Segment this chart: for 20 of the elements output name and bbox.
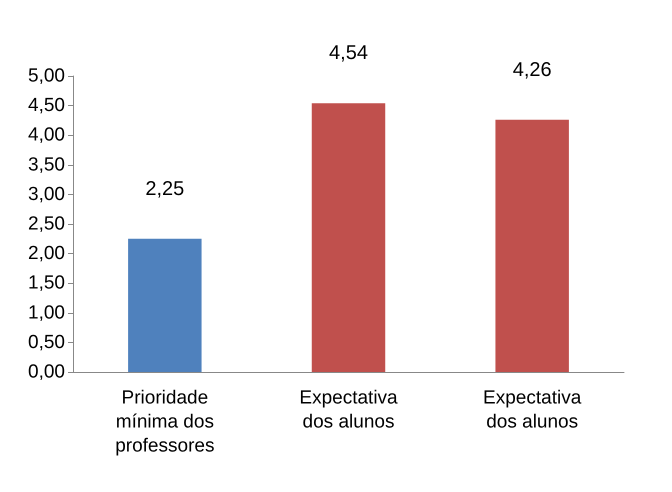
bar — [495, 120, 569, 372]
x-tick-label: Prioridade mínima dos professores — [115, 388, 214, 456]
data-label: 4,54 — [329, 42, 368, 64]
y-tick-label: 5,00 — [28, 66, 65, 86]
y-tick-label: 1,50 — [28, 272, 65, 294]
data-label: 4,26 — [512, 58, 552, 81]
y-tick-label: 0,00 — [28, 362, 65, 382]
y-tick-label: 2,50 — [28, 214, 65, 234]
y-tick-label: 1,00 — [28, 302, 65, 324]
x-tick-label: Expectativa dos alunos — [299, 388, 398, 432]
y-tick-label: 2,00 — [28, 243, 65, 264]
y-tick-label: 3,50 — [28, 154, 65, 176]
y-tick-label: 3,00 — [28, 184, 65, 205]
data-label: 2,25 — [145, 178, 184, 200]
y-tick-label: 4,50 — [28, 95, 65, 116]
y-tick-label: 0,50 — [28, 332, 65, 353]
bar — [312, 103, 386, 372]
y-tick-label: 4,00 — [28, 124, 65, 146]
x-tick-label: Expectativa dos alunos — [483, 388, 582, 432]
bar — [128, 238, 202, 372]
